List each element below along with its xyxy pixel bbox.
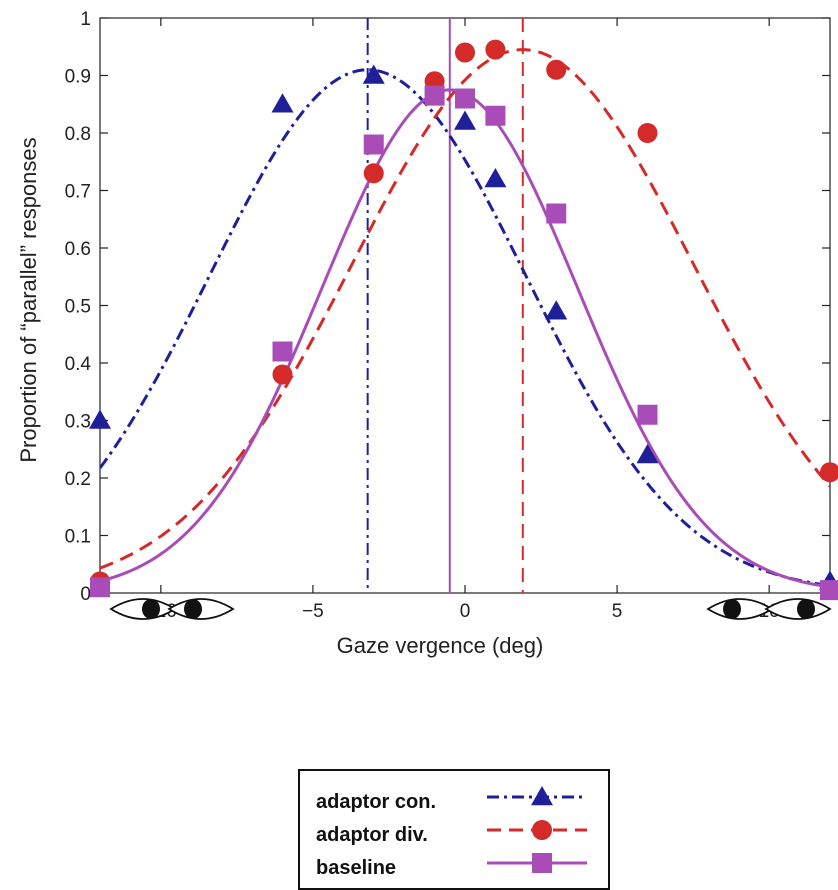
y-tick-label: 0.5	[65, 297, 91, 318]
legend-marker-baseline	[532, 853, 552, 873]
y-axis-label: Proportion of “parallel” responses	[16, 137, 41, 462]
data-point-baseline	[820, 580, 838, 601]
data-point-adaptor-div	[363, 163, 384, 184]
data-point-baseline	[363, 134, 384, 155]
data-point-adaptor-con	[454, 110, 476, 130]
y-tick-label: 0	[80, 584, 91, 605]
x-tick-label: 5	[612, 601, 623, 622]
data-point-adaptor-con	[636, 444, 659, 464]
data-point-adaptor-div	[637, 123, 658, 143]
data-point-adaptor-con	[89, 409, 111, 429]
x-tick-label: −5	[302, 601, 324, 622]
data-point-baseline	[455, 88, 475, 109]
legend: adaptor con. adaptor div. baseline	[298, 769, 610, 890]
data-point-baseline	[90, 577, 110, 598]
data-markers	[89, 39, 838, 601]
fit-curves	[100, 48, 830, 589]
data-point-adaptor-con	[545, 300, 568, 320]
data-point-adaptor-div	[546, 59, 567, 80]
data-point-adaptor-div	[272, 364, 293, 385]
data-point-adaptor-con	[271, 93, 294, 113]
legend-label-baseline: baseline	[316, 857, 396, 879]
data-point-baseline	[272, 341, 293, 362]
y-tick-label: 0.7	[65, 182, 91, 203]
x-axis-label: Gaze vergence (deg)	[337, 633, 544, 658]
legend-label-adaptor-div: adaptor div.	[316, 824, 428, 846]
data-point-baseline	[485, 105, 506, 126]
data-point-baseline	[546, 203, 567, 224]
fit-curve-baseline	[100, 88, 830, 589]
legend-marker-adaptor-con	[531, 786, 553, 806]
y-tick-label: 0.6	[65, 239, 91, 260]
y-tick-label: 0.4	[65, 354, 92, 375]
eyes-converged-icon	[109, 598, 235, 620]
fit-curve-adaptor-con	[100, 68, 830, 588]
legend-marker-adaptor-div	[532, 820, 552, 840]
y-tick-label: 0.1	[65, 527, 91, 548]
y-tick-label: 0.8	[65, 124, 91, 145]
data-point-adaptor-div	[455, 42, 475, 63]
data-point-adaptor-con	[484, 168, 507, 188]
x-tick-label: 0	[460, 601, 471, 622]
fit-curve-adaptor-div	[100, 48, 830, 570]
y-tick-label: 1	[80, 9, 91, 30]
reference-lines	[366, 18, 524, 593]
legend-label-adaptor-con: adaptor con.	[316, 791, 436, 813]
eyes-diverged-icon	[706, 598, 832, 620]
y-tick-label: 0.3	[65, 412, 91, 433]
y-tick-label: 0.2	[65, 469, 91, 490]
data-point-adaptor-div	[820, 462, 838, 483]
data-point-baseline	[637, 404, 658, 425]
y-tick-label: 0.9	[65, 67, 91, 88]
data-point-adaptor-div	[485, 39, 506, 60]
data-point-baseline	[424, 85, 445, 106]
data-point-adaptor-con	[362, 64, 385, 84]
legend-swatches	[487, 786, 587, 873]
